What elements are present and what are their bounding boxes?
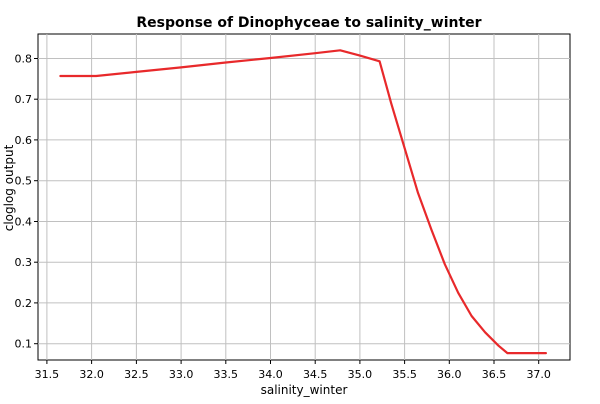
x-axis-label: salinity_winter [261, 383, 348, 397]
x-tick-label: 35.5 [392, 368, 417, 381]
x-tick-label: 32.5 [124, 368, 149, 381]
series-layer [59, 49, 548, 355]
x-tick-label: 33.5 [214, 368, 239, 381]
y-tick-label: 0.6 [15, 134, 33, 147]
y-tick-label: 0.5 [15, 175, 33, 188]
y-tick-label: 0.7 [15, 93, 33, 106]
plot-frame [37, 33, 571, 361]
y-tick-label: 0.4 [15, 216, 33, 229]
y-tick-label: 0.3 [15, 256, 33, 269]
x-tick-label: 34.5 [303, 368, 328, 381]
y-axis-tick-labels: 0.1 0.2 0.3 0.4 0.5 0.6 0.7 0.8 [15, 53, 33, 351]
y-axis-label: cloglog output [2, 144, 16, 231]
x-tick-label: 31.5 [35, 368, 60, 381]
x-axis-tick-labels: 31.5 32.0 32.5 33.0 33.5 34.0 34.5 35.0 35.5 36.0… [35, 368, 551, 381]
x-tick-label: 35.0 [348, 368, 373, 381]
x-tick-label: 36.0 [437, 368, 462, 381]
x-tick-label: 33.0 [169, 368, 194, 381]
chart-title: Response of Dinophyceae to salinity_wint… [136, 15, 481, 31]
x-tick-label: 36.5 [482, 368, 507, 381]
grid-lines [38, 34, 570, 360]
response-curve-line [59, 49, 548, 355]
x-tick-label: 34.0 [258, 368, 283, 381]
x-tick-label: 37.0 [526, 368, 551, 381]
y-tick-label: 0.8 [15, 53, 33, 66]
x-tick-label: 32.0 [79, 368, 104, 381]
y-tick-label: 0.1 [15, 338, 33, 351]
y-tick-label: 0.2 [15, 297, 33, 310]
axis-ticks [34, 58, 540, 364]
